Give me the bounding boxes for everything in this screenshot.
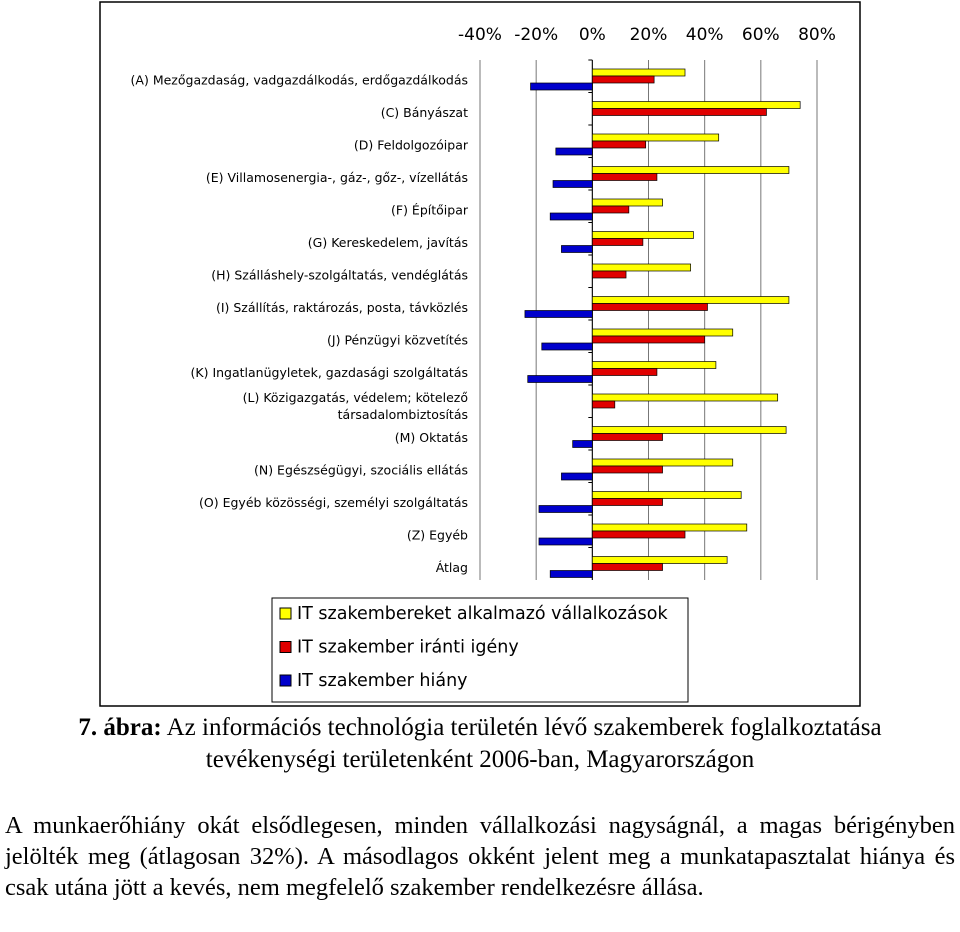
category-label: Átlag [436,560,468,575]
bar [591,303,708,311]
bar [591,205,630,214]
category-label: (D) Feldolgozóipar [354,138,469,153]
bar [538,537,593,546]
category-label: (G) Kereskedelem, javítás [308,235,468,250]
bar [591,238,644,246]
x-tick-label: 40% [686,25,724,45]
category-label: (I) Szállítás, raktározás, posta, távköz… [216,300,468,315]
bar [591,263,691,272]
category-label: (L) Közigazgatás, védelem; kötelező társa… [243,390,468,422]
bar [591,556,728,564]
bar [591,433,663,441]
bar [555,147,593,156]
bar [591,498,663,506]
bar [591,75,655,84]
x-tick-label: 20% [630,25,668,45]
bar [591,491,742,499]
bar [549,570,593,578]
bar [591,393,779,402]
bar [561,472,593,481]
bar [591,335,706,344]
category-label: (K) Ingatlanügyletek, gazdasági szolgált… [191,365,468,380]
bar [530,82,593,91]
caption-label: 7. ábra: [78,714,162,741]
bar [591,458,734,467]
category-label: (F) Építőipar [391,203,469,218]
legend-swatch [279,607,292,620]
bar [591,523,748,532]
bar [524,310,593,318]
bar [591,426,787,434]
bar [552,180,593,188]
bar [591,140,647,149]
bar [591,328,734,337]
legend-swatch [279,674,292,687]
caption-text: Az információs technológia területén lév… [166,714,882,773]
category-label: (A) Mezőgazdaság, vadgazdálkodás, erdőga… [131,73,468,88]
bar [527,375,593,383]
legend-swatch [279,641,292,653]
chart: -40% -20% 0% 20% 40% 60% 80% (A) Mezőgazdaság, … [99,1,861,707]
bar [591,270,627,279]
bar [591,68,686,77]
legend-label: IT szakember iránti igény [297,638,519,658]
bar [572,440,593,448]
bar [591,530,686,539]
x-tick-label: -20% [514,25,558,45]
legend-box [271,597,689,703]
bar [538,505,593,513]
bar [591,133,720,142]
bar [591,361,717,369]
paragraph: A munkaerőhiány okát elsődlegesen, minde… [5,812,955,901]
category-label: (M) Oktatás [395,430,468,445]
bar [561,245,593,253]
bar [549,212,593,221]
bar [591,101,801,109]
category-label: (O) Egyéb közösségi, személyi szolgáltat… [199,495,468,510]
caption: 7. ábra: Az információs technológia terü… [30,712,930,776]
bar [591,108,767,116]
category-label: (C) Bányászat [381,105,468,120]
bar [591,368,658,376]
bar [591,198,663,207]
bar [591,173,658,181]
x-tick-label: -40% [458,25,502,45]
bar [591,296,790,304]
bar [541,342,593,351]
x-tick-label: 80% [798,25,836,45]
bar [591,231,694,239]
bar [591,563,663,571]
x-tick-label: 0% [579,25,606,45]
x-tick-label: 60% [742,25,780,45]
category-label: (H) Szálláshely-szolgáltatás, vendéglátá… [211,268,468,283]
bar [591,166,790,174]
category-label: (Z) Egyéb [407,528,468,543]
legend-label: IT szakembereket alkalmazó vállalkozások [297,604,668,624]
legend-label: IT szakember hiány [297,671,468,691]
bar [591,465,663,474]
bar [591,400,616,409]
category-label: (J) Pénzügyi közvetítés [327,333,468,348]
category-label: (E) Villamosenergia-, gáz-, gőz-, vízell… [206,170,468,185]
category-label: (N) Egészségügyi, szociális ellátás [254,463,468,478]
